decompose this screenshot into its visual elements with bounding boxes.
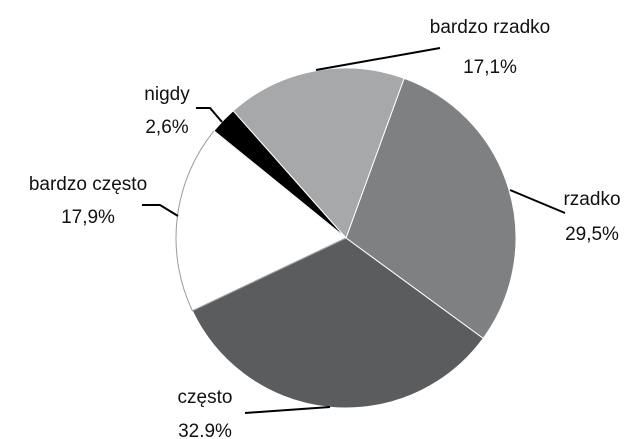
value-label: 17,1% (463, 57, 517, 78)
leader-line (142, 204, 179, 217)
value-label: 29,5% (565, 224, 619, 245)
pie-slice (232, 67, 405, 239)
category-label: rzadko (563, 189, 620, 210)
value-label: 17,9% (61, 207, 115, 228)
pie-slice (345, 77, 517, 340)
category-label: bardzo często (29, 174, 147, 195)
category-label: bardzo rzadko (430, 17, 550, 38)
category-label: często (178, 387, 233, 408)
pie-slice (175, 130, 347, 312)
value-label: 32.9% (178, 421, 232, 439)
leader-line (315, 47, 441, 71)
leader-line (244, 406, 331, 414)
pie (175, 67, 517, 409)
category-label: nigdy (144, 84, 190, 105)
leader-line (509, 189, 566, 214)
value-label: 2,6% (145, 117, 188, 138)
labels: rzadko 29,5% często 32.9% bardzo często 17,9%… (29, 17, 621, 439)
leader-line (196, 107, 223, 123)
